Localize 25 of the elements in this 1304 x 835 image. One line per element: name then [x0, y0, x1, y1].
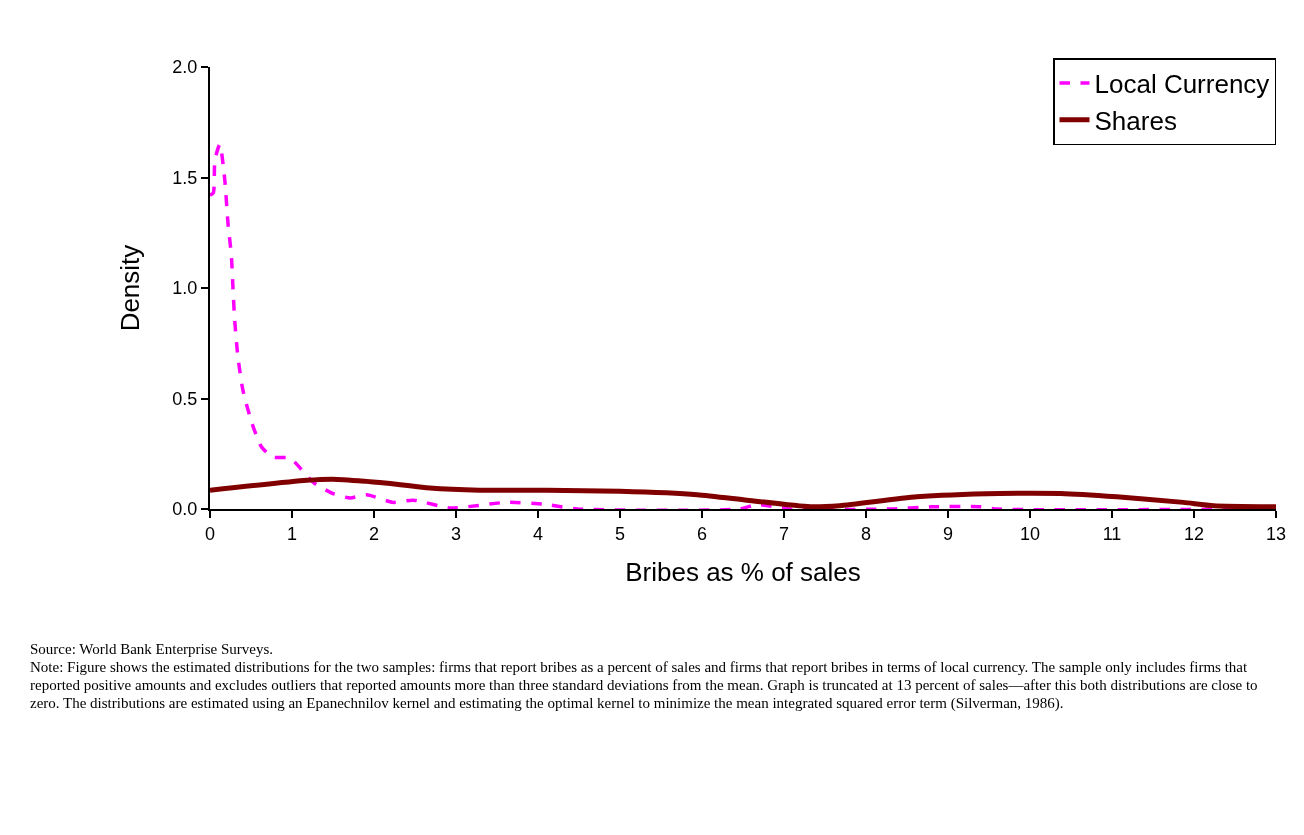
x-tick-label: 11	[1102, 523, 1122, 544]
x-tick-label: 6	[696, 523, 708, 544]
x-tick-label: 5	[614, 523, 626, 544]
y-tick-label: 1.5	[172, 167, 198, 188]
legend-label: Local Currency	[1094, 69, 1270, 100]
y-tick-label: 0.5	[172, 388, 198, 409]
y-tick-label: 1.0	[172, 278, 198, 299]
x-tick-label: 10	[1019, 523, 1041, 544]
x-tick-label: 12	[1183, 523, 1205, 544]
x-tick-label: 1	[286, 523, 298, 544]
y-axis-title: Density	[115, 244, 146, 332]
x-tick-label: 3	[450, 523, 462, 544]
x-tick-label: 9	[942, 523, 954, 544]
x-axis-title: Bribes as % of sales	[625, 556, 861, 587]
x-tick-label: 8	[860, 523, 872, 544]
x-tick-label: 7	[778, 523, 790, 544]
y-tick-label: 2.0	[172, 57, 198, 78]
x-tick-label: 0	[204, 523, 216, 544]
y-tick-label: 0.0	[172, 499, 198, 520]
text: Note: Figure shows the estimated distributions for the two samples: firms that report bribes as a percent of sales and firms that report bribes in terms of local currency. The sample only includes firms that reported positive amounts and excludes outliers that reported amounts more than three standard deviations from the mean. Graph is truncated at 13 percent of sales—after this both distributions are close to zero. The distributions are estimated using an Epanechnilov kernel and estimating the optimal kernel to minimize the mean integrated squared error term (Silverman, 1986).	[30, 658, 1259, 712]
x-tick-label: 4	[532, 523, 544, 544]
source-note: Source: World Bank Enterprise Surveys.	[30, 640, 275, 658]
x-tick-label: 13	[1265, 523, 1287, 544]
legend-label: Shares	[1094, 106, 1177, 136]
x-tick-label: 2	[368, 523, 380, 544]
